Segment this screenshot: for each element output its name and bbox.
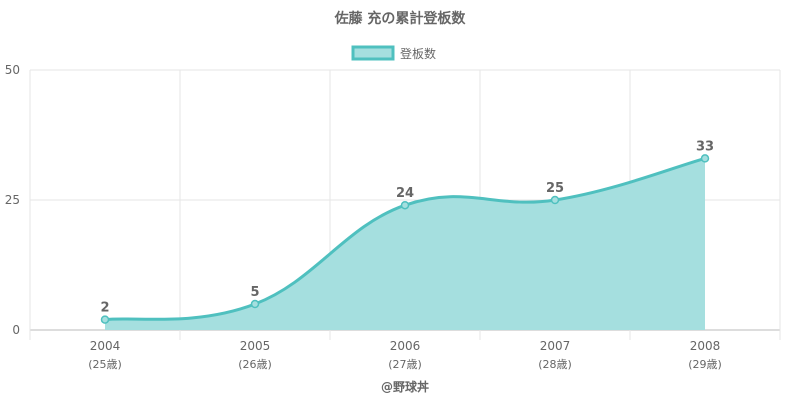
chart-title: 佐藤 充の累計登板数 — [334, 10, 467, 27]
data-point[interactable] — [100, 315, 110, 324]
x-tick-label: 2005 — [240, 339, 271, 353]
y-tick-label: 50 — [5, 63, 20, 77]
x-tick-sublabel: (26歳) — [238, 358, 272, 371]
data-points — [100, 154, 710, 324]
series-area — [104, 156, 706, 330]
y-tick-label: 0 — [12, 323, 20, 337]
data-point[interactable] — [700, 154, 710, 163]
x-tick-sublabel: (27歳) — [388, 358, 422, 371]
x-tick-label: 2008 — [690, 339, 721, 353]
data-label: 25 — [546, 181, 564, 196]
y-tick-label: 25 — [5, 193, 20, 207]
x-tick-sublabel: (29歳) — [688, 358, 722, 371]
legend[interactable]: 登板数 — [351, 45, 436, 61]
data-label: 24 — [396, 186, 414, 201]
data-point[interactable] — [250, 299, 260, 309]
data-label: 2 — [100, 301, 109, 316]
x-tick-label: 2004 — [90, 339, 121, 353]
legend-label: 登板数 — [400, 46, 436, 61]
y-axis-ticks: 0 25 50 — [5, 63, 20, 337]
data-label: 33 — [696, 139, 714, 154]
data-label: 5 — [250, 285, 259, 300]
source-credit: @野球丼 — [381, 379, 429, 394]
data-point[interactable] — [550, 195, 560, 205]
legend-swatch — [351, 45, 395, 61]
x-tick-label: 2007 — [540, 339, 571, 353]
x-tick-label: 2006 — [390, 339, 421, 353]
x-tick-sublabel: (28歳) — [538, 358, 572, 371]
series-fill — [105, 158, 705, 330]
x-tick-sublabel: (25歳) — [88, 358, 122, 371]
x-axis-ticks: 2004 (25歳) 2005 (26歳) 2006 (27歳) 2007 (28歳) 2008… — [88, 339, 722, 371]
data-point[interactable] — [400, 200, 410, 210]
